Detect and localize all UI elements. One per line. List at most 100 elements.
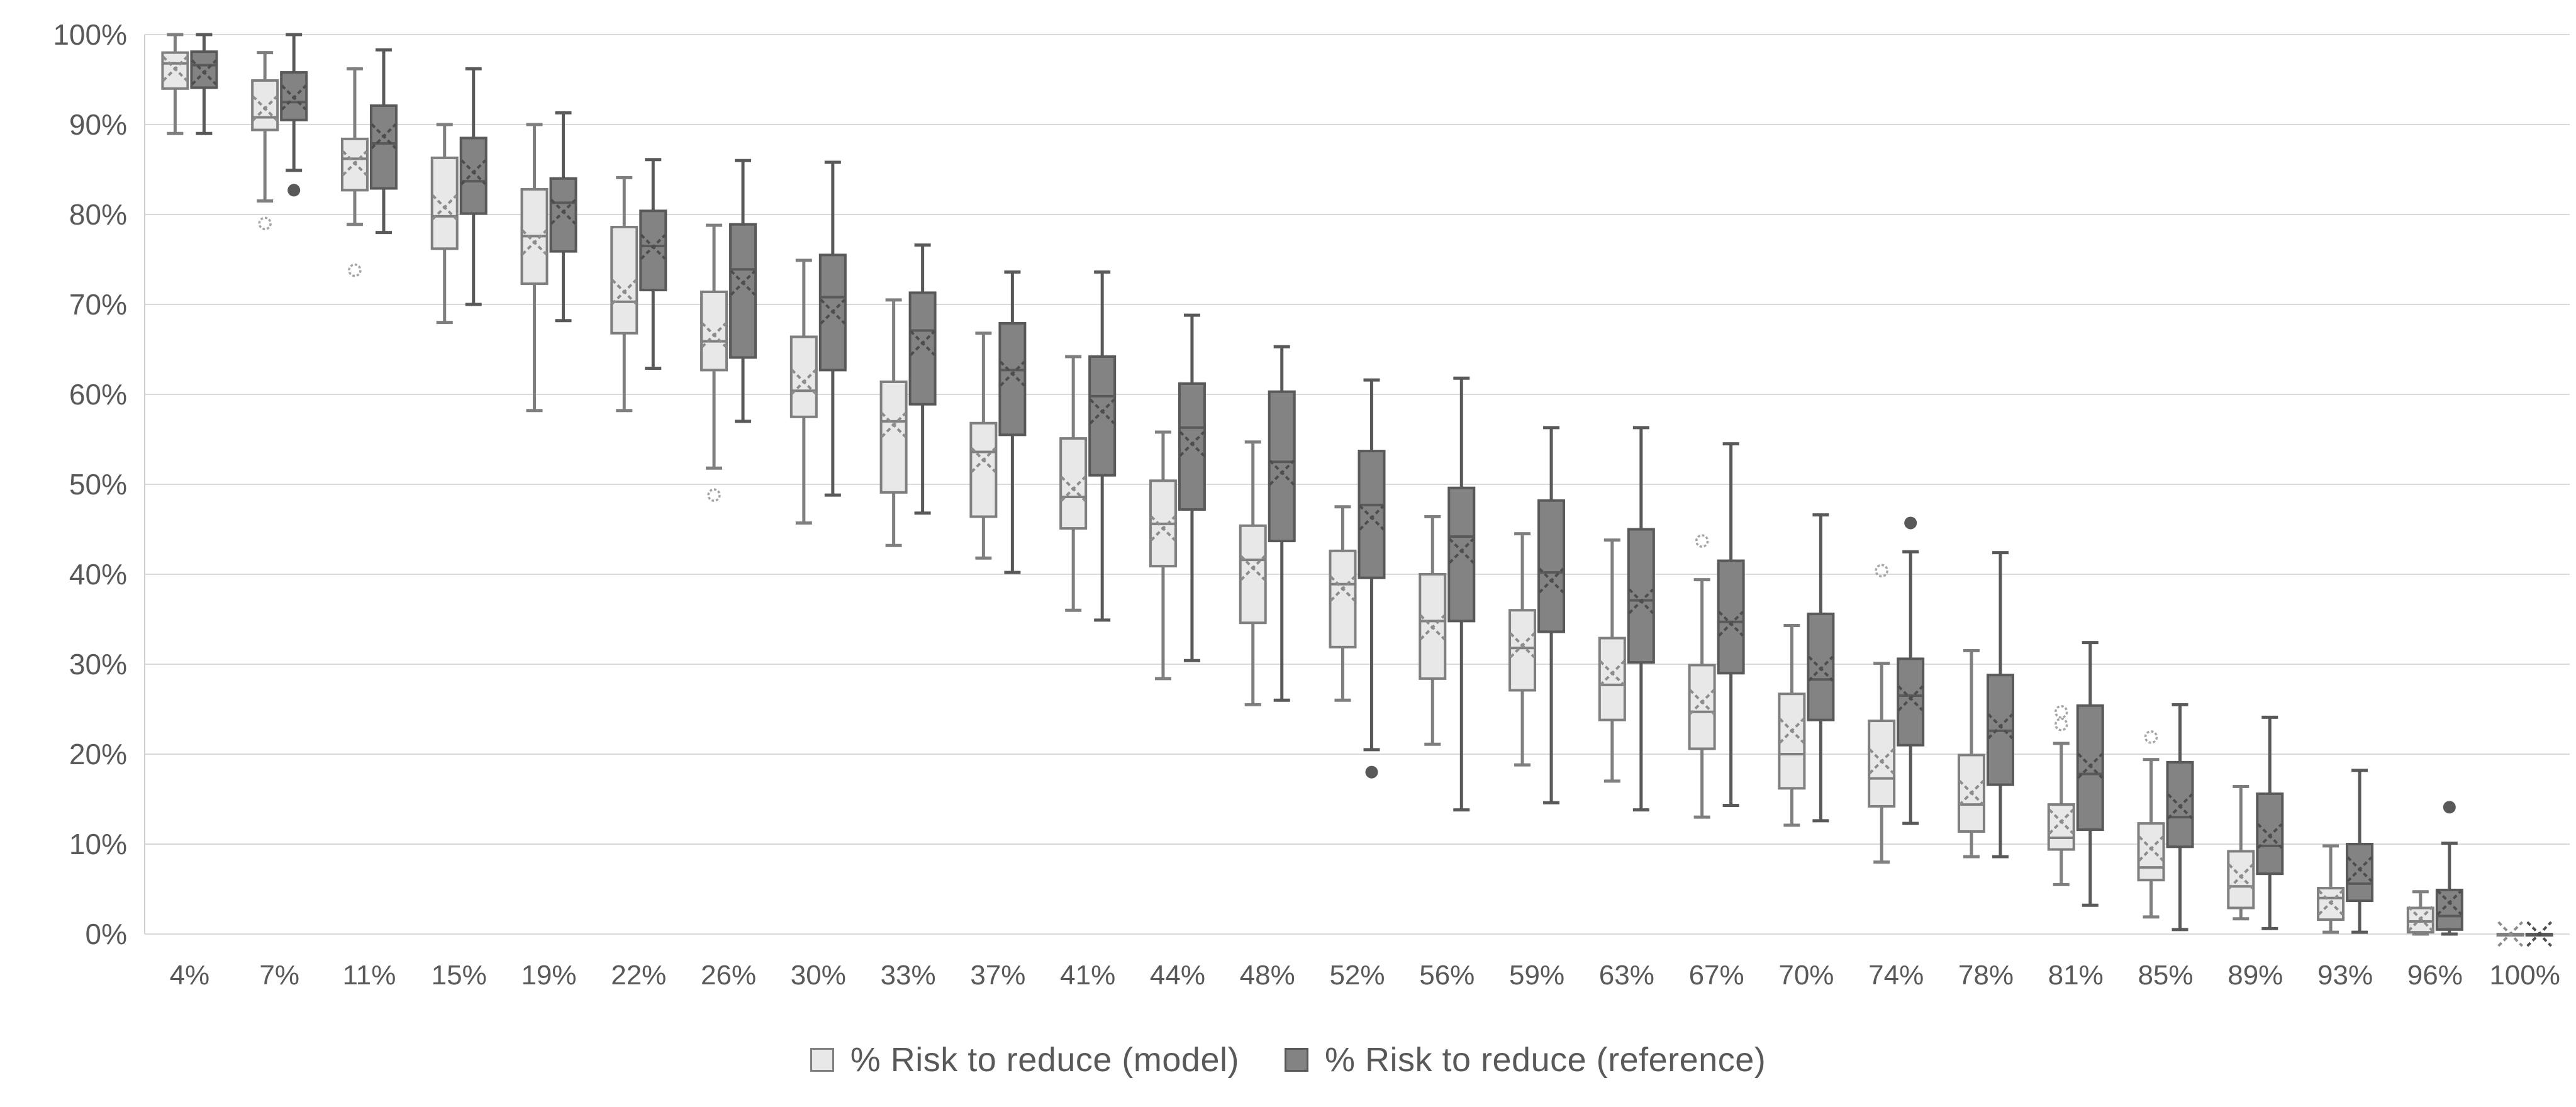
box-model-7% (251, 79, 279, 131)
box-model-33% (879, 380, 908, 494)
box-model-52% (1329, 549, 1357, 648)
box-reference-59% (1537, 499, 1566, 633)
y-tick-label-100%: 100% (53, 18, 127, 51)
box-reference-37%-mean-x-icon (999, 360, 1025, 387)
box-model-70% (1778, 693, 1806, 790)
box-model-89%-mean-x-icon (2228, 864, 2254, 889)
box-reference-67% (1717, 559, 1745, 675)
box-reference-15% (459, 136, 488, 215)
box-reference-56%-mean-x-icon (1448, 538, 1475, 564)
box-model-96% (2406, 906, 2434, 934)
box-reference-100%-mean-x-icon (2526, 921, 2553, 947)
box-reference-48%-mean-x-icon (1269, 459, 1295, 486)
box-reference-52%-outlier-icon (1365, 765, 1378, 779)
box-model-100%-mean-x-icon (2497, 921, 2524, 947)
box-reference-70%-mean-x-icon (1807, 655, 1834, 682)
box-model-67%-mean-x-icon (1689, 689, 1715, 715)
y-tick-label-80%: 80% (69, 198, 127, 231)
x-tick-label-67%: 67% (1689, 960, 1744, 991)
box-reference-26% (729, 223, 757, 359)
x-tick-label-44%: 44% (1150, 960, 1205, 991)
legend-item-model: % Risk to reduce (model) (810, 1040, 1239, 1079)
box-reference-70% (1807, 612, 1835, 721)
box-reference-89% (2256, 792, 2284, 876)
y-tick-label-90%: 90% (69, 108, 127, 141)
box-reference-11% (369, 104, 398, 190)
box-model-89% (2227, 850, 2255, 910)
box-model-81%-outlier-icon (2054, 705, 2068, 719)
x-tick-label-41%: 41% (1060, 960, 1115, 991)
box-model-85%-outlier-icon (2144, 730, 2158, 744)
box-reference-41% (1088, 355, 1117, 477)
y-tick-label-20%: 20% (69, 738, 127, 770)
box-model-44%-mean-x-icon (1150, 515, 1176, 542)
box-model-4%-mean-x-icon (162, 55, 188, 82)
y-tick-label-50%: 50% (69, 468, 127, 501)
box-model-67%-outlier-icon (1695, 534, 1709, 548)
box-model-15%-mean-x-icon (432, 194, 458, 220)
box-model-30% (789, 335, 818, 418)
box-model-52%-mean-x-icon (1330, 576, 1356, 602)
box-model-22% (610, 226, 638, 335)
box-reference-85% (2166, 760, 2194, 848)
box-reference-74% (1897, 657, 1925, 747)
box-model-19%-mean-x-icon (521, 229, 547, 255)
x-tick-label-59%: 59% (1509, 960, 1564, 991)
x-tick-label-7%: 7% (259, 960, 299, 991)
box-reference-7%-outlier-icon (287, 184, 301, 197)
box-reference-96%-mean-x-icon (2436, 889, 2463, 916)
box-model-26%-outlier-icon (707, 488, 721, 502)
box-reference-48% (1268, 390, 1296, 543)
box-reference-56% (1447, 486, 1476, 623)
box-reference-22%-mean-x-icon (640, 234, 666, 260)
box-model-96%-mean-x-icon (2407, 906, 2434, 932)
box-model-41% (1059, 437, 1088, 530)
y-tick-label-10%: 10% (69, 828, 127, 860)
box-model-93% (2317, 887, 2345, 921)
box-model-85% (2137, 822, 2165, 882)
box-reference-44%-mean-x-icon (1179, 431, 1205, 457)
box-reference-93% (2346, 843, 2374, 903)
box-model-15% (430, 156, 459, 250)
box-reference-81%-mean-x-icon (2077, 753, 2104, 779)
box-model-30%-mean-x-icon (791, 369, 817, 395)
box-model-26%-mean-x-icon (701, 322, 727, 348)
box-reference-44% (1178, 382, 1206, 511)
box-reference-15%-mean-x-icon (460, 159, 487, 186)
x-tick-label-33%: 33% (881, 960, 936, 991)
box-reference-96% (2435, 888, 2463, 931)
box-model-7%-mean-x-icon (252, 95, 278, 121)
box-reference-26%-mean-x-icon (730, 270, 756, 296)
box-reference-67%-mean-x-icon (1718, 611, 1744, 637)
box-reference-30%-mean-x-icon (820, 299, 846, 325)
x-tick-label-52%: 52% (1329, 960, 1385, 991)
box-model-63%-mean-x-icon (1599, 660, 1625, 686)
box-reference-22% (639, 209, 667, 292)
box-model-85%-mean-x-icon (2138, 835, 2164, 862)
legend: % Risk to reduce (model) % Risk to reduc… (0, 1013, 2576, 1107)
box-model-63% (1598, 637, 1626, 721)
box-reference-59%-mean-x-icon (1538, 567, 1564, 594)
box-reference-78%-mean-x-icon (1987, 713, 2014, 740)
box-model-70%-mean-x-icon (1778, 718, 1805, 744)
legend-item-reference: % Risk to reduce (reference) (1284, 1040, 1766, 1079)
x-tick-label-78%: 78% (1958, 960, 2014, 991)
x-tick-label-4%: 4% (170, 960, 210, 991)
x-tick-label-100%: 100% (2489, 960, 2560, 991)
legend-swatch-reference-icon (1284, 1048, 1308, 1072)
box-reference-96%-outlier-icon (2443, 801, 2456, 814)
box-model-74%-outlier-icon (1875, 564, 1888, 578)
box-reference-37% (998, 322, 1027, 437)
x-tick-label-15%: 15% (432, 960, 487, 991)
box-model-48%-mean-x-icon (1240, 555, 1266, 581)
box-reference-33%-mean-x-icon (910, 330, 936, 356)
x-tick-label-89%: 89% (2228, 960, 2283, 991)
plot-area: 0% 10% 20% 30% 40% 50% 60% 70% 80% 90% 100% 4% 7% 11%… (53, 18, 2570, 991)
x-tick-label-93%: 93% (2317, 960, 2373, 991)
y-tick-label-70%: 70% (69, 288, 127, 321)
box-reference-19% (549, 177, 577, 253)
box-model-81%-outlier-icon (2054, 718, 2068, 732)
y-tick-label-30%: 30% (69, 648, 127, 681)
box-reference-52%-mean-x-icon (1359, 504, 1385, 531)
